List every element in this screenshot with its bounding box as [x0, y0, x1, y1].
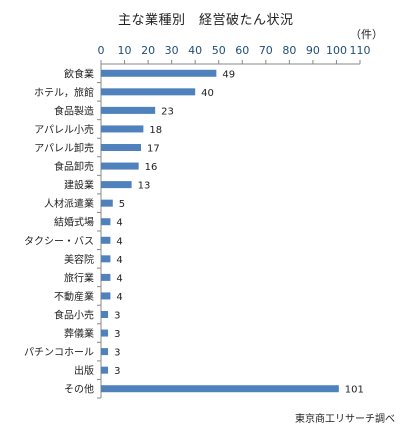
bar [101, 125, 144, 133]
value-label: 4 [116, 273, 122, 284]
x-tick-label: 30 [165, 44, 179, 57]
bar [101, 106, 156, 114]
bar [101, 348, 109, 356]
x-tick-label: 110 [350, 44, 371, 57]
category-label: アパレル小売 [34, 123, 94, 136]
x-tick-label: 70 [259, 44, 273, 57]
bar [101, 255, 111, 263]
bar [101, 385, 339, 393]
x-tick-label: 0 [98, 44, 105, 57]
x-tick-label: 20 [141, 44, 155, 57]
value-label: 4 [116, 292, 122, 303]
value-label: 3 [114, 329, 120, 340]
bar [101, 236, 111, 244]
category-label: タクシー・バス [24, 235, 94, 247]
category-label: ホテル，旅館 [34, 86, 94, 99]
value-label: 3 [114, 348, 120, 359]
bar [101, 162, 139, 170]
bar [101, 218, 111, 226]
category-label: 建設業 [64, 179, 94, 192]
category-label: パチンコホール [24, 347, 94, 359]
bar [101, 329, 109, 337]
value-label: 4 [116, 255, 122, 266]
category-label: 結婚式場 [54, 216, 94, 229]
value-label: 3 [114, 366, 120, 377]
bar [101, 366, 109, 374]
bar [101, 69, 217, 77]
chart-title: 主な業種別 経営破たん状況 [118, 13, 294, 28]
value-label: 40 [201, 88, 214, 99]
value-label: 18 [149, 125, 162, 136]
x-tick-label: 60 [235, 44, 249, 57]
x-tick-label: 50 [212, 44, 226, 57]
category-label: 旅行業 [64, 271, 94, 284]
category-label: 食品小売 [54, 309, 94, 322]
bar [101, 311, 109, 318]
value-label: 4 [116, 218, 122, 229]
category-label: アパレル卸売 [34, 142, 94, 155]
category-label: 葬儀業 [64, 327, 94, 340]
x-tick-label: 80 [282, 44, 296, 57]
source-note: 東京商工リサーチ調べ [295, 414, 395, 425]
x-tick-label: 90 [306, 44, 320, 57]
category-label: 出版 [74, 364, 94, 377]
category-label: 美容院 [64, 253, 94, 266]
value-label: 4 [116, 236, 122, 247]
category-label: 食品卸売 [54, 160, 94, 173]
value-label: 23 [161, 106, 174, 117]
category-label: 飲食業 [64, 67, 94, 80]
category-label: 食品製造 [54, 104, 94, 117]
unit-label: （件） [350, 28, 383, 41]
x-tick-label: 10 [118, 44, 132, 57]
value-label: 13 [138, 181, 151, 192]
x-tick-label: 40 [188, 44, 202, 57]
bar [101, 88, 196, 96]
x-tick-label: 100 [326, 44, 347, 57]
bar [101, 273, 111, 281]
value-label: 49 [222, 69, 235, 80]
bar [101, 181, 132, 189]
category-label: その他 [64, 383, 94, 396]
category-label: 不動産業 [54, 290, 94, 303]
value-label: 3 [114, 311, 120, 322]
value-label: 16 [145, 162, 158, 173]
bar [101, 144, 142, 151]
value-label: 101 [345, 385, 364, 396]
bar [101, 199, 113, 207]
bar [101, 292, 111, 300]
value-label: 5 [119, 199, 125, 210]
value-label: 17 [147, 144, 160, 155]
category-label: 人材派遣業 [44, 197, 94, 210]
